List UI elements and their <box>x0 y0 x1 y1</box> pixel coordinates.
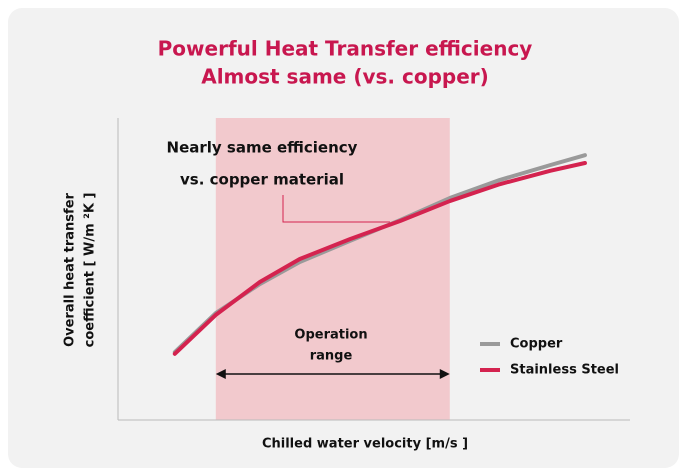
range-label: Operation <box>294 328 367 343</box>
y-axis-label: coefficient [ W/m ²K ] <box>83 193 98 348</box>
arrow-head <box>439 369 450 379</box>
x-axis-label: Chilled water velocity [m/s ] <box>262 437 468 452</box>
chart-title: Powerful Heat Transfer efficiency <box>158 37 533 61</box>
chart-subtitle: Almost same (vs. copper) <box>201 65 489 89</box>
annotation: Nearly same efficiency <box>167 139 358 157</box>
operation-range <box>215 118 450 420</box>
annotation-leader <box>282 195 390 223</box>
legend-label: Copper <box>510 337 563 352</box>
legend-label: Stainless Steel <box>510 363 619 378</box>
range-label: range <box>310 349 353 364</box>
annotation: vs. copper material <box>180 171 344 189</box>
series-line <box>172 160 587 356</box>
y-axis-label: Overall heat transfer <box>63 193 78 347</box>
arrow-head <box>215 369 226 379</box>
